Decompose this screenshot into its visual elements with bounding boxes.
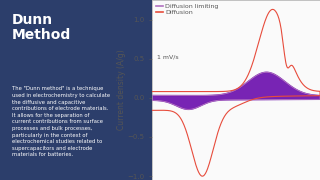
Y-axis label: Current density (A/g): Current density (A/g): [117, 50, 126, 130]
Text: The "Dunn method" is a technique
used in electrochemistry to calculate
the diffu: The "Dunn method" is a technique used in…: [12, 86, 110, 157]
Text: 1 mV/s: 1 mV/s: [157, 54, 179, 59]
Text: Dunn
Method: Dunn Method: [12, 13, 71, 42]
Legend: Diffusion limiting, Diffusion: Diffusion limiting, Diffusion: [155, 3, 219, 16]
Polygon shape: [152, 72, 320, 109]
